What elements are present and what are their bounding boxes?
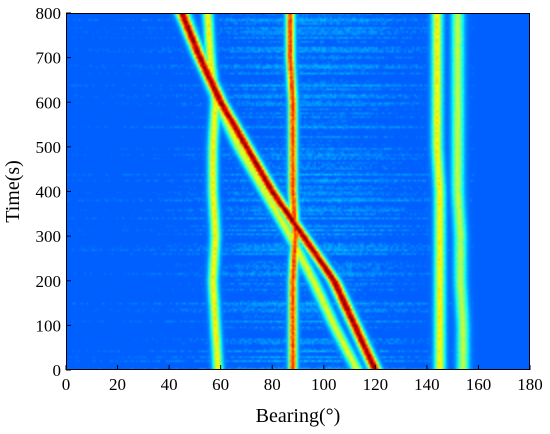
y-tick-label: 700: [36, 49, 62, 68]
y-axis-ticks: 0 100 200 300 400 500 600 700 800: [36, 4, 71, 380]
x-tick-label: 100: [311, 375, 337, 394]
x-tick-label: 20: [109, 375, 126, 394]
x-tick-label: 60: [212, 375, 229, 394]
y-tick-label: 800: [36, 4, 62, 23]
y-tick-label: 0: [53, 361, 62, 380]
x-tick-label: 80: [264, 375, 281, 394]
x-tick-label: 160: [466, 375, 492, 394]
x-tick-label: 180: [517, 375, 543, 394]
x-tick-label: 0: [62, 375, 71, 394]
x-tick-label: 120: [363, 375, 389, 394]
y-tick-label: 300: [36, 227, 62, 246]
y-tick-label: 400: [36, 183, 62, 202]
x-tick-label: 40: [161, 375, 178, 394]
y-tick-label: 500: [36, 138, 62, 157]
x-axis-title: Bearing(°): [256, 405, 341, 427]
y-axis-title: Time(s): [2, 160, 24, 223]
y-tick-label: 200: [36, 272, 62, 291]
y-tick-label: 600: [36, 93, 62, 112]
x-axis-ticks: 0 20 40 60 80 100 120 140 160 180: [62, 365, 543, 394]
plot-area: [66, 13, 530, 370]
x-tick-label: 140: [414, 375, 440, 394]
heatmap-image: [66, 13, 530, 370]
y-tick-label: 100: [36, 316, 62, 335]
